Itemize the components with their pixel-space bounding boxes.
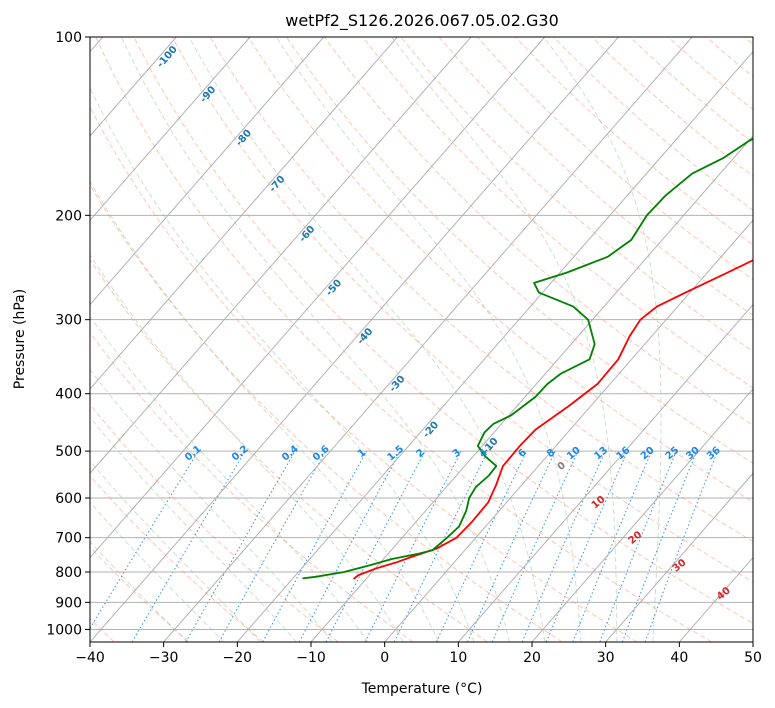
mixing-ratio-line [131,450,246,642]
plot-area [90,37,753,642]
isotherm-line [605,472,753,642]
y-tick-label: 900 [55,595,82,611]
dewpoint-profile-line [302,137,753,580]
moist-adiabat-line [90,501,225,642]
x-tick-label: 20 [523,650,541,666]
y-tick-label: 600 [55,491,82,507]
temperature-profile-line [352,259,753,580]
dry-adiabat-line [95,37,712,642]
moist-adiabat-line [90,416,297,642]
isotherm-line [457,303,753,642]
mixing-ratio-line [393,450,489,642]
isotherm-line [310,135,753,642]
dry-adiabat-line [438,37,753,316]
isotherm-line [90,37,398,390]
x-axis-ticks: −40 −30 −20 −10 0 10 20 30 40 50 [75,642,762,666]
mixing-ratio-line [218,450,327,642]
x-tick-label: −20 [223,650,253,666]
y-tick-label: 700 [55,531,82,547]
isotherm-line [90,37,619,642]
dry-adiabat-line [362,37,753,389]
y-tick-label: 300 [55,313,82,329]
moist-adiabat-line [543,37,662,642]
moist-adiabat-line [90,180,439,642]
x-tick-label: −10 [296,650,326,666]
isotherm-line [90,37,472,475]
dry-adiabat-line [90,184,563,642]
plot-frame [89,36,754,643]
mixing-ratio-line [435,450,528,642]
pressure-gridlines [90,37,753,630]
dry-adiabat-line [90,258,488,642]
dry-adiabat-line [591,37,753,177]
y-tick-label: 400 [55,387,82,403]
x-axis-label: Temperature (°C) [361,681,483,697]
mixing-ratio-line [90,450,199,630]
isotherm-line [90,37,325,306]
mixing-ratio-line [545,450,628,642]
x-tick-label: −30 [149,650,179,666]
isotherms [90,37,753,642]
dry-adiabat-line [90,331,414,642]
moist-adiabat-line [90,253,404,642]
mixing-ratio-line [262,450,367,642]
dry-adiabat-line [515,37,753,246]
moist-adiabat-line [90,541,188,642]
moist-adiabat-line [90,460,261,642]
x-tick-label: 0 [380,650,389,666]
dry-adiabat-line [171,37,753,583]
moist-adiabat-line [188,37,546,642]
moist-adiabat-line [90,315,369,642]
moist-adiabat-line [90,86,475,642]
dry-adiabat-line [133,37,753,624]
plot-background [90,37,753,642]
x-tick-label: 40 [670,650,688,666]
y-tick-label: 800 [55,565,82,581]
moist-adiabat-line [90,368,333,642]
y-tick-label: 1000 [46,622,82,638]
isotherm-line [90,37,546,559]
dry-adiabat-line [400,37,753,352]
isotherm-line [236,50,753,642]
mixing-ratio-line [467,450,556,642]
isotherm-line [163,37,693,642]
moist-adiabat-line [121,37,510,642]
isotherm-line [90,37,251,222]
chart-title: wetPf2_S126.2026.067.05.02.G30 [285,11,559,31]
dry-adiabat-line [90,105,638,642]
x-tick-label: 30 [597,650,615,666]
isotherm-line [384,219,753,642]
y-tick-label: 200 [55,208,82,224]
mixing-ratio-line [491,450,579,642]
dry-adiabat-line [90,403,339,642]
mixing-ratio-lines [90,450,719,642]
x-tick-label: 50 [744,650,762,666]
x-tick-label: −40 [75,650,105,666]
mixing-ratio-line [521,450,606,642]
y-axis-ticks: 100 200 300 400 500 600 700 800 900 1000 [46,30,90,638]
x-tick-label: 10 [449,650,467,666]
y-axis-label: Pressure (hPa) [12,289,28,389]
y-tick-label: 100 [55,30,82,46]
profiles [302,137,753,580]
mixing-ratio-line [185,450,296,642]
y-tick-label: 500 [55,444,82,460]
isotherm-line [531,388,753,642]
dry-adiabat-line [209,37,753,543]
